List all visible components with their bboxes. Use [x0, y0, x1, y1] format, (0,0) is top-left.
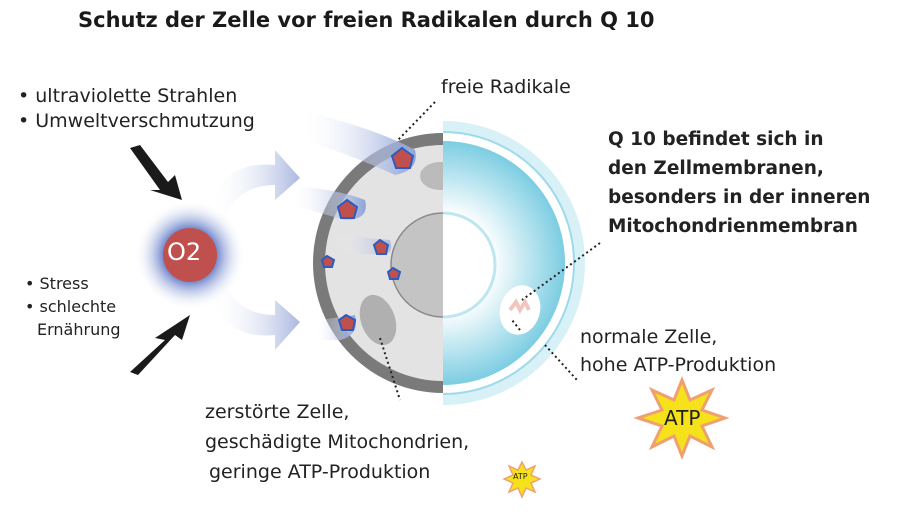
normal-cell-line: hohe ATP-Produktion: [580, 354, 777, 376]
destroyed-cell-line: geschädigte Mitochondrien,: [205, 431, 470, 453]
cause-uv: • ultraviolette Strahlen: [18, 85, 238, 107]
healthy-cell: [443, 121, 585, 405]
normal-cell-line: normale Zelle,: [580, 326, 718, 348]
q10-label: Q 10 befindet sich in den Zellmembranen,…: [608, 125, 870, 241]
destroyed-cell-line: geringe ATP-Produktion: [209, 461, 431, 483]
oxygen-label: O2: [167, 238, 202, 266]
lightning-icon-top: [130, 145, 182, 200]
cause-pollution: • Umweltverschmutzung: [18, 110, 255, 132]
page-title: Schutz der Zelle vor freien Radikalen du…: [78, 8, 655, 32]
atp-label-small: ATP: [513, 472, 528, 481]
free-radicals: [320, 146, 415, 331]
atp-label-large: ATP: [664, 406, 701, 430]
lightning-icon-bottom: [130, 315, 190, 375]
causes-bottom: • Stress • schlechte Ernährung: [25, 272, 121, 341]
mitochondrion-damaged: [359, 294, 397, 346]
causes-top: • ultraviolette Strahlen • Umweltverschm…: [18, 84, 255, 134]
destroyed-cell-label: zerstörte Zelle, geschädigte Mitochondri…: [205, 397, 469, 487]
q10-line: Q 10 befindet sich in: [608, 129, 824, 150]
q10-line: Mitochondrienmembran: [608, 216, 858, 237]
normal-cell-label: normale Zelle, hohe ATP-Produktion: [580, 323, 776, 379]
radicals-label: freie Radikale: [441, 76, 571, 98]
arrow-up-icon: [210, 150, 300, 215]
atp-star-large: [633, 375, 730, 461]
q10-line: besonders in der inneren: [608, 187, 871, 208]
cause-stress: • Stress: [25, 274, 89, 293]
cause-nutrition: • schlechte: [25, 297, 117, 316]
cause-nutrition-2: Ernährung: [37, 320, 121, 339]
atp-star-small: [502, 460, 542, 499]
destroyed-cell-line: zerstörte Zelle,: [205, 401, 350, 423]
arrow-down-icon: [210, 285, 300, 350]
q10-line: den Zellmembranen,: [608, 158, 824, 179]
